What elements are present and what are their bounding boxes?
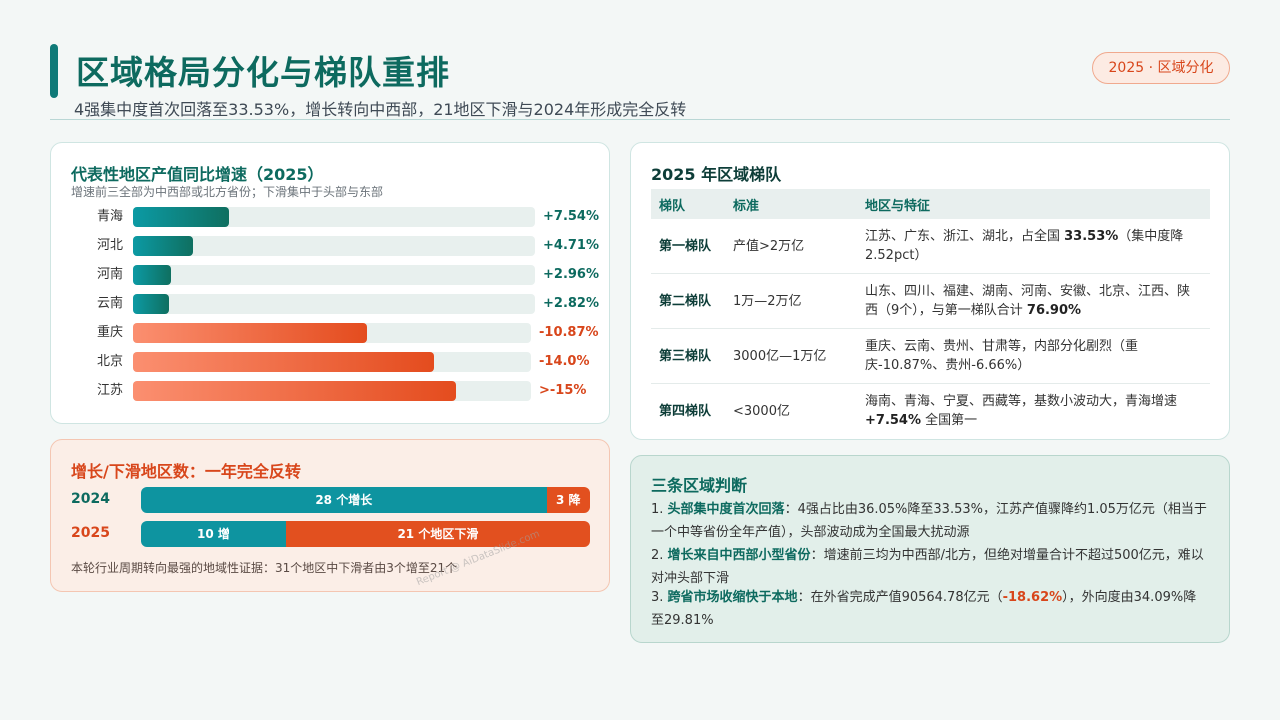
bar-value-label: -14.0% [539,354,590,369]
flip-bar-2024: 28 个增长 3 降 [141,487,590,513]
growth-chart-note: 增速前三全部为中西部或北方省份；下滑集中于头部与东部 [71,185,384,199]
growth-segment: 10 增 [141,521,286,547]
tier-table: 梯队 标准 地区与特征 第一梯队 产值>2万亿 江苏、广东、浙江、湖北，占全国 … [651,189,1210,438]
tier-table-header: 梯队 标准 地区与特征 [651,189,1210,219]
bar-row: 河北 +4.71% [51,236,611,256]
bar-mark [133,323,367,343]
growth-bar-chart: 青海 +7.54% 河北 +4.71% 河南 +2.96% 云南 +2.82% 重庆 -10.87… [51,207,611,407]
tier-criterion: 产值>2万亿 [725,219,857,274]
bar-row: 重庆 -10.87% [51,323,611,343]
bar-value-label: +2.96% [543,267,599,282]
tier-desc: 江苏、广东、浙江、湖北，占全国 33.53%（集中度降2.52pct） [857,219,1210,274]
bar-row: 江苏 >-15% [51,381,611,401]
tier-card: 2025 年区域梯队 梯队 标准 地区与特征 第一梯队 产值>2万亿 江苏、广东… [630,142,1230,440]
decline-segment: 3 降 [546,487,590,513]
bar-category-label: 江苏 [96,383,123,398]
tier-criterion: 1万—2万亿 [725,273,857,329]
bar-mark [133,265,171,285]
tier-name: 第三梯队 [651,328,725,384]
tier-desc: 重庆、云南、贵州、甘肃等，内部分化剧烈（重庆-10.87%、贵州-6.66%） [857,328,1210,384]
bar-track [133,294,535,314]
bar-category-label: 青海 [96,209,123,224]
judgment-card: 三条区域判断 1. 头部集中度首次回落：4强占比由36.05%降至33.53%，… [630,455,1230,643]
growth-chart-title: 代表性地区产值同比增速（2025） [71,165,324,184]
bar-mark [133,236,193,256]
tier-name: 第四梯队 [659,403,712,419]
title-accent-bar [50,44,58,98]
bar-mark [133,381,456,401]
title-divider [50,119,1230,120]
flip-year-2025: 2025 [71,525,110,541]
tier-name: 第二梯队 [651,273,725,329]
bar-row: 河南 +2.96% [51,265,611,285]
judgment-item: 1. 头部集中度首次回落：4强占比由36.05%降至33.53%，江苏产值骤降约… [651,502,1207,540]
bar-row: 青海 +7.54% [51,207,611,227]
bar-track [133,236,535,256]
decline-segment: 21 个地区下滑 [285,521,590,547]
bar-mark [133,294,169,314]
judgment-item: 3. 跨省市场收缩快于本地：在外省完成产值90564.78亿元（-18.62%）… [651,590,1197,628]
year-tag: 2025 · 区域分化 [1092,52,1230,84]
flip-bar-2025: 10 增 21 个地区下滑 [141,521,590,547]
bar-category-label: 河南 [96,267,123,282]
bar-value-label: -10.87% [539,325,599,340]
bar-track [133,265,535,285]
table-row: 第一梯队 产值>2万亿 江苏、广东、浙江、湖北，占全国 33.53%（集中度降2… [651,219,1210,274]
tier-desc: 山东、四川、福建、湖南、河南、安徽、北京、江西、陕西（9个），与第一梯队合计 7… [857,273,1210,329]
tier-name: 第一梯队 [651,219,725,274]
flip-card-title: 增长/下滑地区数：一年完全反转 [71,462,301,481]
bar-value-label: +7.54% [543,209,599,224]
bar-category-label: 北京 [96,354,123,369]
bar-value-label: +4.71% [543,238,599,253]
tier-criterion: 3000亿—1万亿 [725,328,857,384]
flip-year-2024: 2024 [71,491,110,507]
flip-card: 增长/下滑地区数：一年完全反转 2024 28 个增长 3 降 2025 10 增… [50,439,610,592]
table-row: 第四梯队 <3000亿 海南、青海、宁夏、西藏等，基数小波动大，青海增速 +7.… [651,384,1210,439]
tier-desc: 海南、青海、宁夏、西藏等，基数小波动大，青海增速 +7.54% 全国第一 [865,394,1178,428]
judgment-item: 2. 增长来自中西部小型省份：增速前三均为中西部/北方，但绝对增量合计不超过50… [651,548,1204,586]
tier-criterion: <3000亿 [733,403,790,419]
flip-card-note: 本轮行业周期转向最强的地域性证据：31个地区中下滑者由3个增至21个 [71,561,458,575]
table-row: 第三梯队 3000亿—1万亿 重庆、云南、贵州、甘肃等，内部分化剧烈（重庆-10… [651,328,1210,384]
bar-category-label: 重庆 [96,325,123,340]
bar-row: 云南 +2.82% [51,294,611,314]
growth-segment: 28 个增长 [141,487,547,513]
bar-row: 北京 -14.0% [51,352,611,372]
tier-card-title: 2025 年区域梯队 [651,165,782,184]
table-row: 第二梯队 1万—2万亿 山东、四川、福建、湖南、河南、安徽、北京、江西、陕西（9… [651,273,1210,329]
bar-category-label: 云南 [96,296,123,311]
col-header-desc: 地区与特征 [857,189,1210,219]
page-subtitle: 4强集中度首次回落至33.53%，增长转向中西部，21地区下滑与2024年形成完… [74,100,687,119]
col-header-criterion: 标准 [725,189,857,219]
page-title: 区域格局分化与梯队重排 [76,53,450,92]
bar-value-label: >-15% [539,383,587,398]
growth-chart-card: 代表性地区产值同比增速（2025） 增速前三全部为中西部或北方省份；下滑集中于头… [50,142,610,424]
bar-category-label: 河北 [96,238,123,253]
col-header-tier: 梯队 [651,189,725,219]
bar-value-label: +2.82% [543,296,599,311]
bar-mark [133,207,229,227]
bar-track [133,207,535,227]
bar-mark [133,352,435,372]
judgment-card-title: 三条区域判断 [651,476,748,495]
